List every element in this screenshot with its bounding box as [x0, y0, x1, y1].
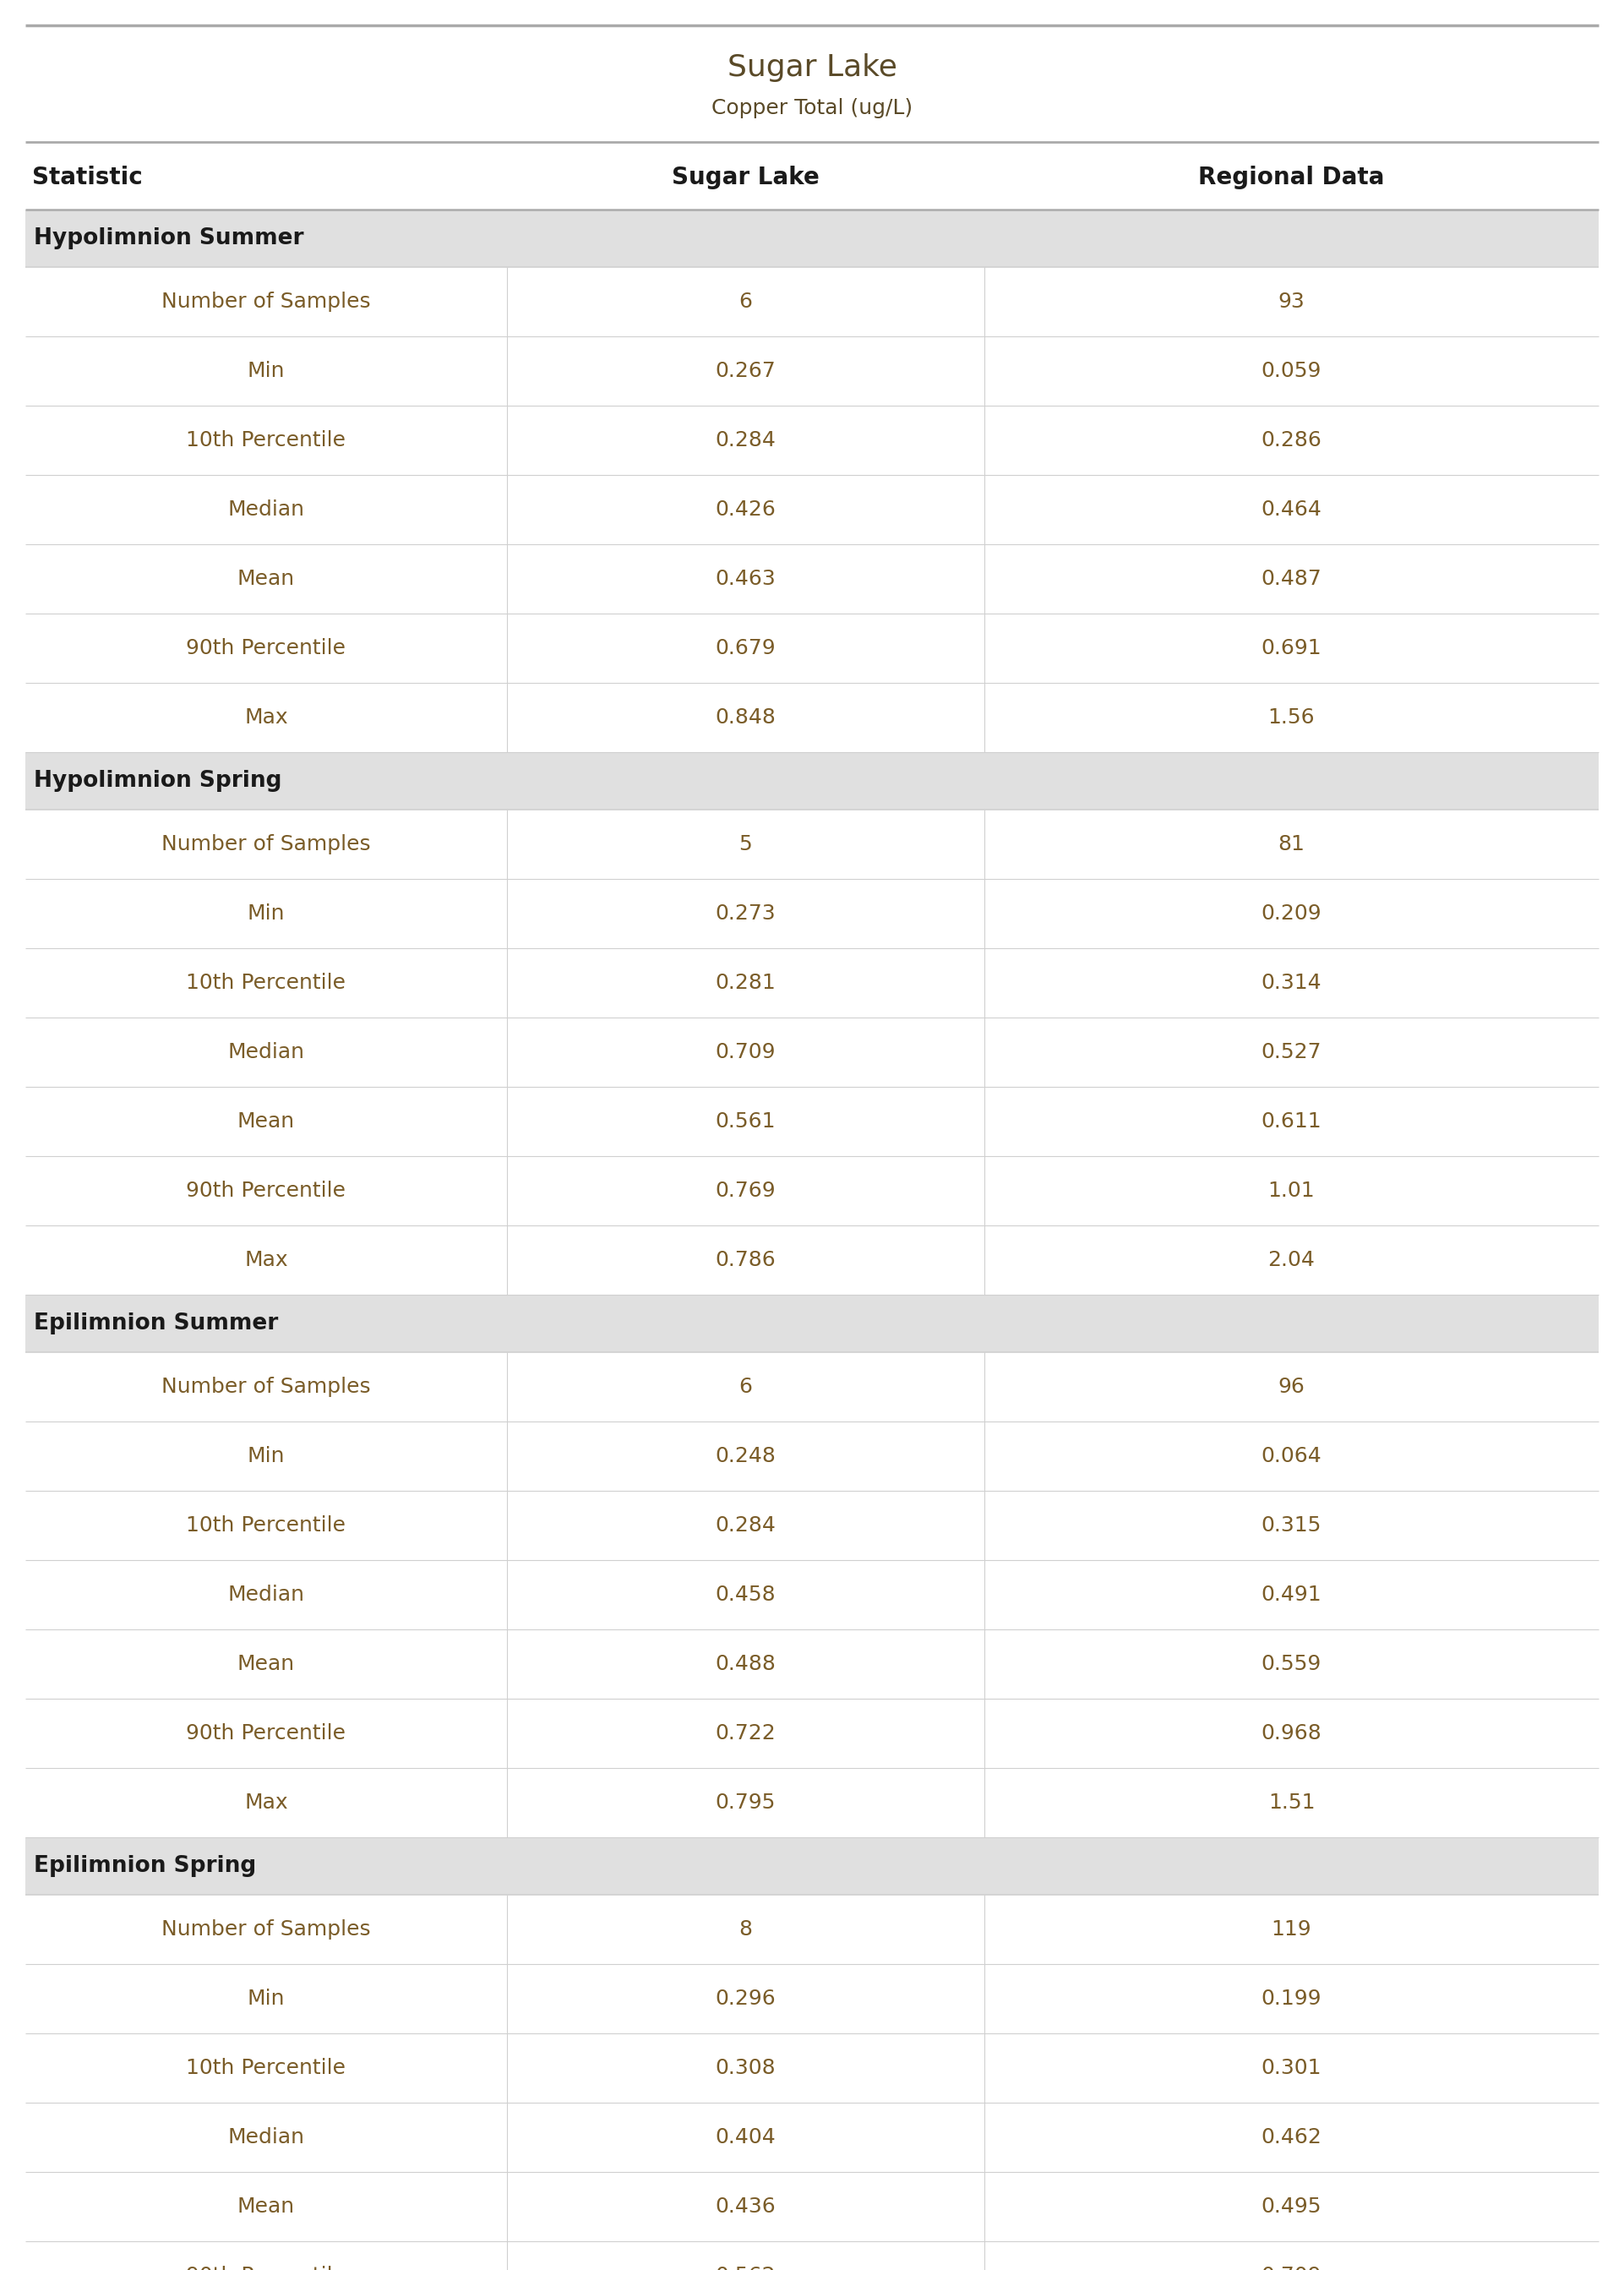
Text: 0.795: 0.795	[716, 1793, 776, 1814]
Bar	[26, 751, 1598, 810]
Text: 0.301: 0.301	[1262, 2059, 1322, 2077]
Text: 8: 8	[739, 1918, 752, 1939]
Text: 0.722: 0.722	[715, 1723, 776, 1743]
Text: 0.436: 0.436	[715, 2197, 776, 2218]
Text: 10th Percentile: 10th Percentile	[187, 1516, 346, 1535]
Text: 90th Percentile: 90th Percentile	[187, 1180, 346, 1201]
Text: 81: 81	[1278, 833, 1306, 854]
Text: Max: Max	[244, 1251, 287, 1271]
Text: Statistic: Statistic	[32, 166, 143, 188]
Text: 0.561: 0.561	[716, 1112, 776, 1133]
Text: Mean: Mean	[237, 1112, 296, 1133]
Text: Copper Total (ug/L): Copper Total (ug/L)	[711, 98, 913, 118]
Text: Number of Samples: Number of Samples	[161, 833, 370, 854]
Text: Epilimnion Spring: Epilimnion Spring	[34, 1855, 257, 1877]
Text: Min: Min	[247, 1989, 284, 2009]
Text: Max: Max	[244, 1793, 287, 1814]
Text: 1.01: 1.01	[1268, 1180, 1315, 1201]
Text: 0.491: 0.491	[1262, 1584, 1322, 1605]
Text: Epilimnion Summer: Epilimnion Summer	[34, 1312, 278, 1335]
Text: 0.284: 0.284	[715, 431, 776, 449]
Text: 10th Percentile: 10th Percentile	[187, 974, 346, 992]
Text: 0.426: 0.426	[715, 499, 776, 520]
Text: 90th Percentile: 90th Percentile	[187, 638, 346, 658]
Text: 0.248: 0.248	[715, 1446, 776, 1466]
Text: Median: Median	[227, 1584, 305, 1605]
Text: 0.286: 0.286	[1262, 431, 1322, 449]
Text: 0.199: 0.199	[1262, 1989, 1322, 2009]
Text: Mean: Mean	[237, 1655, 296, 1675]
Text: 0.464: 0.464	[1262, 499, 1322, 520]
Text: Mean: Mean	[237, 570, 296, 588]
Text: Sugar Lake: Sugar Lake	[728, 52, 896, 82]
Text: 0.308: 0.308	[716, 2059, 776, 2077]
Text: 0.404: 0.404	[715, 2127, 776, 2147]
Text: Min: Min	[247, 903, 284, 924]
Text: 90th Percentile: 90th Percentile	[187, 2265, 346, 2270]
Text: 0.611: 0.611	[1262, 1112, 1322, 1133]
Text: Number of Samples: Number of Samples	[161, 1376, 370, 1396]
Text: Number of Samples: Number of Samples	[161, 1918, 370, 1939]
Text: 0.709: 0.709	[716, 1042, 776, 1062]
Text: 0.679: 0.679	[716, 638, 776, 658]
Text: Regional Data: Regional Data	[1199, 166, 1385, 188]
Text: 0.487: 0.487	[1262, 570, 1322, 588]
Text: 0.562: 0.562	[716, 2265, 776, 2270]
Text: 0.968: 0.968	[1262, 1723, 1322, 1743]
Text: 0.786: 0.786	[715, 1251, 776, 1271]
Text: 0.495: 0.495	[1262, 2197, 1322, 2218]
Text: Hypolimnion Summer: Hypolimnion Summer	[34, 227, 304, 250]
Bar	[26, 209, 1598, 268]
Text: 1.51: 1.51	[1268, 1793, 1315, 1814]
Text: 0.314: 0.314	[1262, 974, 1322, 992]
Text: 2.04: 2.04	[1268, 1251, 1315, 1271]
Text: 0.527: 0.527	[1262, 1042, 1322, 1062]
Text: 0.281: 0.281	[715, 974, 776, 992]
Text: Min: Min	[247, 361, 284, 381]
Text: 0.267: 0.267	[715, 361, 776, 381]
Text: 6: 6	[739, 291, 752, 311]
Text: 6: 6	[739, 1376, 752, 1396]
Text: 0.284: 0.284	[715, 1516, 776, 1535]
Text: 5: 5	[739, 833, 752, 854]
Bar	[26, 1836, 1598, 1895]
Text: 96: 96	[1278, 1376, 1306, 1396]
Text: 0.559: 0.559	[1262, 1655, 1322, 1675]
Text: 0.769: 0.769	[716, 1180, 776, 1201]
Text: 0.458: 0.458	[716, 1584, 776, 1605]
Text: Median: Median	[227, 2127, 305, 2147]
Text: 0.462: 0.462	[1262, 2127, 1322, 2147]
Text: Min: Min	[247, 1446, 284, 1466]
Text: Number of Samples: Number of Samples	[161, 291, 370, 311]
Text: 0.315: 0.315	[1262, 1516, 1322, 1535]
Text: Median: Median	[227, 1042, 305, 1062]
Bar	[26, 1294, 1598, 1353]
Text: 0.691: 0.691	[1262, 638, 1322, 658]
Text: 1.56: 1.56	[1268, 708, 1315, 729]
Text: 90th Percentile: 90th Percentile	[187, 1723, 346, 1743]
Text: 93: 93	[1278, 291, 1306, 311]
Text: 0.273: 0.273	[716, 903, 776, 924]
Text: 0.296: 0.296	[715, 1989, 776, 2009]
Text: 0.463: 0.463	[715, 570, 776, 588]
Text: Hypolimnion Spring: Hypolimnion Spring	[34, 770, 283, 792]
Text: 0.209: 0.209	[1262, 903, 1322, 924]
Text: Median: Median	[227, 499, 305, 520]
Text: 0.848: 0.848	[715, 708, 776, 729]
Text: Sugar Lake: Sugar Lake	[672, 166, 820, 188]
Text: 10th Percentile: 10th Percentile	[187, 2059, 346, 2077]
Text: Max: Max	[244, 708, 287, 729]
Text: 119: 119	[1272, 1918, 1312, 1939]
Text: 10th Percentile: 10th Percentile	[187, 431, 346, 449]
Text: 0.064: 0.064	[1262, 1446, 1322, 1466]
Text: Mean: Mean	[237, 2197, 296, 2218]
Text: 0.709: 0.709	[1262, 2265, 1322, 2270]
Text: 0.059: 0.059	[1262, 361, 1322, 381]
Text: 0.488: 0.488	[715, 1655, 776, 1675]
